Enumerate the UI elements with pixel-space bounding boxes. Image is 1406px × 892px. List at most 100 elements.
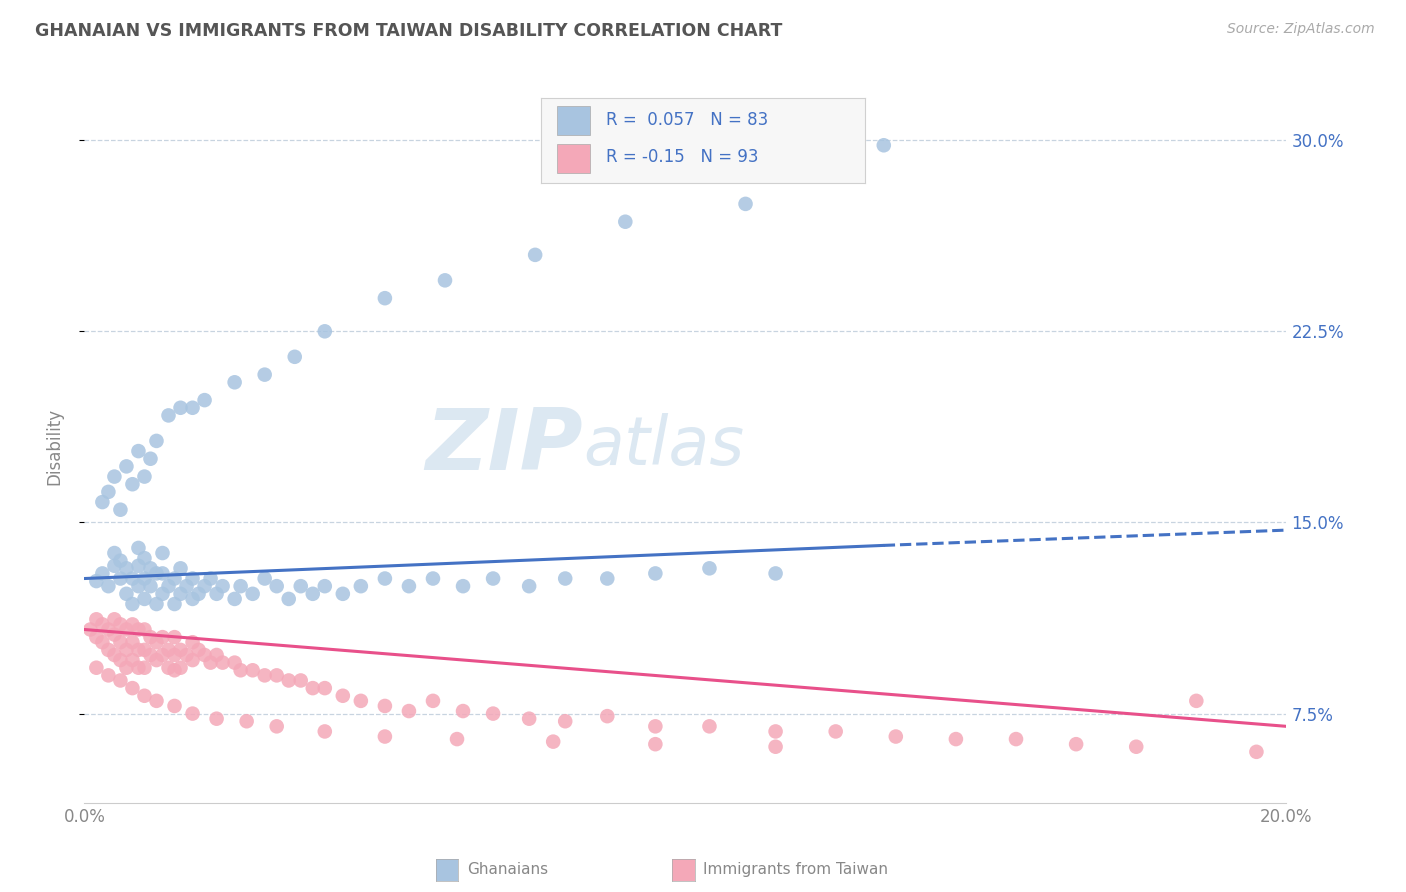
- Point: [644, 737, 666, 751]
- Point: [115, 661, 138, 675]
- Point: [644, 566, 666, 581]
- Point: [314, 324, 336, 338]
- Point: [121, 681, 143, 695]
- Point: [181, 706, 204, 721]
- Text: R = -0.15   N = 93: R = -0.15 N = 93: [606, 148, 758, 166]
- Point: [169, 643, 191, 657]
- Point: [200, 656, 222, 670]
- Point: [200, 572, 222, 586]
- Point: [699, 561, 721, 575]
- Point: [266, 668, 288, 682]
- Point: [176, 579, 198, 593]
- Point: [374, 291, 396, 305]
- Point: [290, 673, 312, 688]
- Point: [86, 630, 108, 644]
- Point: [596, 572, 619, 586]
- Point: [398, 704, 420, 718]
- Point: [115, 623, 138, 637]
- Point: [134, 591, 156, 606]
- Point: [127, 541, 149, 555]
- Point: [734, 197, 756, 211]
- Point: [103, 612, 125, 626]
- Point: [301, 681, 323, 695]
- FancyBboxPatch shape: [558, 106, 591, 135]
- Point: [1246, 745, 1268, 759]
- Point: [152, 546, 174, 560]
- Point: [163, 698, 186, 713]
- Point: [765, 566, 787, 581]
- Point: [103, 627, 125, 641]
- Point: [422, 694, 444, 708]
- Point: [446, 732, 468, 747]
- Point: [398, 579, 420, 593]
- Point: [181, 591, 204, 606]
- Point: [229, 579, 252, 593]
- Point: [152, 587, 174, 601]
- Point: [86, 661, 108, 675]
- Point: [91, 566, 114, 581]
- Point: [181, 653, 204, 667]
- Point: [266, 719, 288, 733]
- Point: [253, 668, 276, 682]
- Point: [115, 459, 138, 474]
- Point: [97, 668, 120, 682]
- Point: [253, 572, 276, 586]
- Point: [266, 579, 288, 593]
- Point: [139, 561, 162, 575]
- Point: [134, 469, 156, 483]
- Point: [97, 579, 120, 593]
- Point: [482, 706, 505, 721]
- Text: ZIP: ZIP: [426, 404, 583, 488]
- Point: [350, 579, 373, 593]
- Point: [110, 617, 132, 632]
- Point: [157, 661, 180, 675]
- Point: [301, 587, 323, 601]
- Point: [235, 714, 257, 729]
- Point: [765, 739, 787, 754]
- Text: Source: ZipAtlas.com: Source: ZipAtlas.com: [1227, 22, 1375, 37]
- Point: [152, 630, 174, 644]
- Point: [115, 587, 138, 601]
- Point: [1125, 739, 1147, 754]
- Point: [134, 551, 156, 566]
- Point: [224, 376, 246, 390]
- Point: [284, 350, 307, 364]
- Point: [103, 648, 125, 662]
- Point: [194, 648, 217, 662]
- Point: [517, 712, 540, 726]
- Point: [157, 579, 180, 593]
- Point: [145, 566, 167, 581]
- Point: [211, 656, 233, 670]
- Point: [110, 653, 132, 667]
- Point: [242, 663, 264, 677]
- Point: [163, 663, 186, 677]
- Point: [97, 484, 120, 499]
- Point: [115, 561, 138, 575]
- Point: [91, 617, 114, 632]
- Point: [194, 579, 217, 593]
- Point: [181, 635, 204, 649]
- Point: [163, 630, 186, 644]
- Point: [374, 572, 396, 586]
- Point: [103, 469, 125, 483]
- Point: [314, 724, 336, 739]
- Point: [884, 730, 907, 744]
- Point: [127, 623, 149, 637]
- Point: [614, 215, 637, 229]
- Point: [374, 730, 396, 744]
- Point: [945, 732, 967, 747]
- Text: Ghanaians: Ghanaians: [467, 863, 548, 877]
- Point: [524, 248, 547, 262]
- Point: [134, 572, 156, 586]
- Point: [205, 648, 228, 662]
- Point: [134, 661, 156, 675]
- Point: [1185, 694, 1208, 708]
- Point: [115, 643, 138, 657]
- Point: [224, 656, 246, 670]
- Point: [169, 561, 191, 575]
- Point: [110, 554, 132, 568]
- Point: [127, 579, 149, 593]
- Point: [422, 572, 444, 586]
- Point: [79, 623, 101, 637]
- Point: [121, 597, 143, 611]
